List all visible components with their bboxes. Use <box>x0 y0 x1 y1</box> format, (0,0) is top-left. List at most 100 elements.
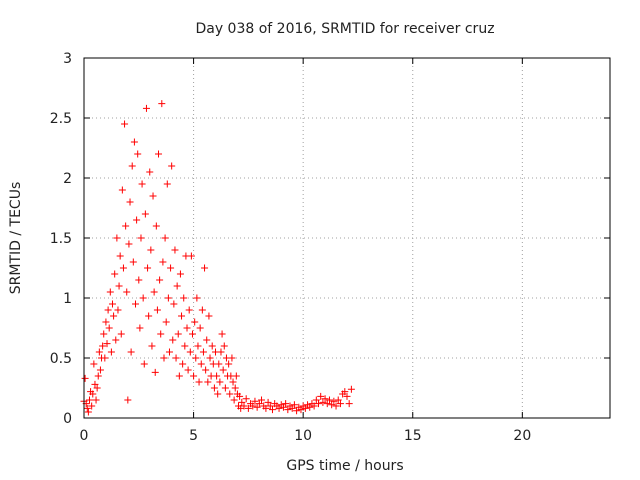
data-point <box>89 390 97 398</box>
data-point <box>194 342 202 350</box>
data-point <box>258 396 266 404</box>
y-axis-label: SRMTID / TECUs <box>8 182 24 295</box>
x-tick-label: 0 <box>80 428 89 444</box>
data-point <box>117 330 125 338</box>
data-point <box>321 395 329 403</box>
data-point <box>157 330 165 338</box>
plot-frame <box>83 57 611 419</box>
data-point <box>251 397 259 405</box>
data-point <box>156 276 164 284</box>
data-point <box>191 318 199 326</box>
data-point <box>262 404 270 412</box>
data-point <box>103 340 111 348</box>
data-point <box>148 342 156 350</box>
data-point <box>85 396 93 404</box>
data-point <box>328 401 336 409</box>
data-point <box>153 306 161 314</box>
data-point <box>124 396 132 404</box>
data-point <box>226 390 234 398</box>
data-point <box>210 384 218 392</box>
data-point <box>111 270 119 278</box>
data-point <box>217 348 225 356</box>
data-point <box>116 252 124 260</box>
data-point <box>204 378 212 386</box>
data-point <box>284 406 292 414</box>
data-point <box>168 162 176 170</box>
data-point <box>170 300 178 308</box>
data-point <box>100 330 108 338</box>
data-point <box>152 222 160 230</box>
data-point <box>95 348 103 356</box>
data-point <box>175 372 183 380</box>
data-point <box>187 252 195 260</box>
data-point <box>219 366 227 374</box>
data-point <box>171 246 179 254</box>
data-point <box>161 234 169 242</box>
data-point <box>83 404 91 412</box>
data-point <box>347 385 355 393</box>
data-point <box>345 400 353 408</box>
data-point <box>255 400 263 408</box>
data-point <box>158 100 166 108</box>
data-point <box>310 402 318 410</box>
data-point <box>84 408 92 416</box>
data-point <box>229 378 237 386</box>
data-point <box>220 342 228 350</box>
data-point <box>297 406 305 414</box>
data-point <box>142 104 150 112</box>
data-point <box>332 402 340 410</box>
data-point <box>96 366 104 374</box>
data-point <box>230 396 238 404</box>
y-tick-label: 1.5 <box>50 231 72 247</box>
data-point <box>315 400 323 408</box>
data-point <box>122 222 130 230</box>
data-point <box>99 342 107 350</box>
data-point <box>253 403 261 411</box>
data-point <box>193 294 201 302</box>
data-point <box>201 264 209 272</box>
data-point <box>232 372 240 380</box>
y-tick-label: 0.5 <box>50 351 72 367</box>
data-point <box>81 374 89 382</box>
data-point <box>138 180 146 188</box>
data-point <box>238 398 246 406</box>
data-point <box>119 264 127 272</box>
x-tick-label: 5 <box>189 428 198 444</box>
data-point <box>145 312 153 320</box>
data-point <box>159 258 167 266</box>
data-point <box>155 150 163 158</box>
data-point <box>137 234 145 242</box>
data-point <box>101 354 109 362</box>
data-point <box>173 282 181 290</box>
data-point <box>334 396 342 404</box>
data-point <box>186 348 194 356</box>
data-point <box>185 306 193 314</box>
data-point <box>312 396 320 404</box>
y-tick-label: 3 <box>63 51 72 67</box>
data-point <box>113 234 121 242</box>
data-point <box>216 378 224 386</box>
data-point <box>195 378 203 386</box>
data-point <box>108 300 116 308</box>
data-point <box>215 360 223 368</box>
data-point <box>121 120 129 128</box>
data-point <box>176 270 184 278</box>
data-point <box>208 342 216 350</box>
data-point <box>178 312 186 320</box>
data-point <box>199 348 207 356</box>
x-axis-label: GPS time / hours <box>286 458 403 474</box>
data-point <box>181 342 189 350</box>
data-point <box>214 390 222 398</box>
data-point <box>325 396 333 404</box>
data-point <box>225 360 233 368</box>
data-point <box>146 168 154 176</box>
data-point <box>105 324 113 332</box>
data-point <box>184 366 192 374</box>
data-point <box>147 246 155 254</box>
data-point <box>127 348 135 356</box>
data-point <box>293 407 301 415</box>
data-point <box>203 336 211 344</box>
data-point <box>228 354 236 362</box>
data-point <box>160 354 168 362</box>
